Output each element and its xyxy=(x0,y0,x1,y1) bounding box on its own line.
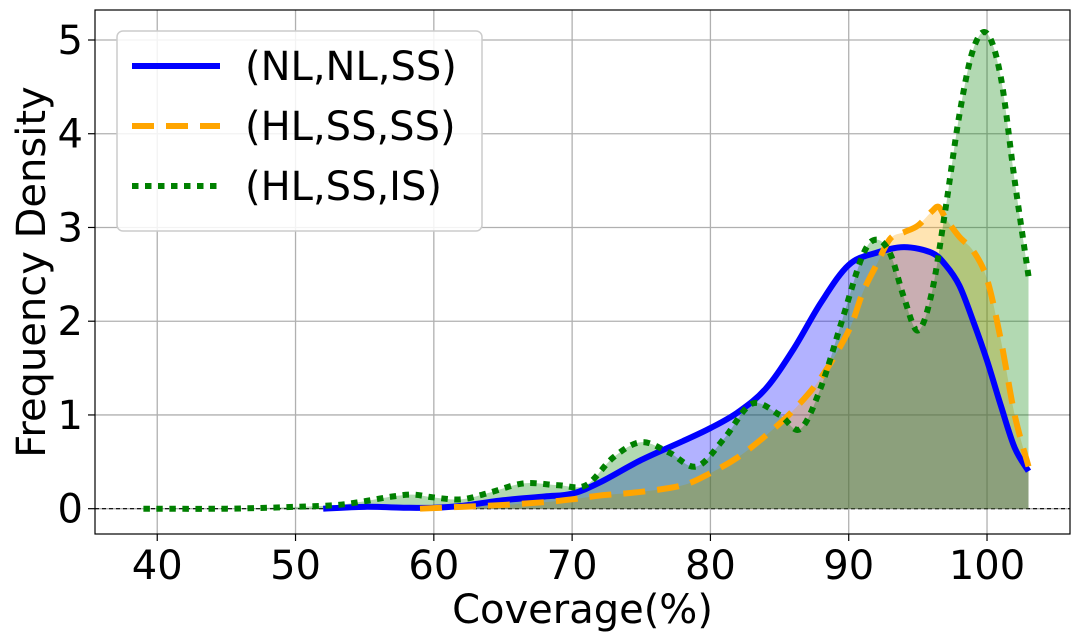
x-tick-label: 60 xyxy=(408,543,459,589)
area-fill-hl-ss-ss xyxy=(420,206,1029,509)
y-tick-label: 3 xyxy=(58,205,83,251)
legend-label-nl-nl-ss: (NL,NL,SS) xyxy=(245,44,457,90)
y-axis-title: Frequency Density xyxy=(9,86,55,457)
y-tick-label: 5 xyxy=(58,18,83,64)
legend-frame xyxy=(116,30,483,232)
y-tick-label: 2 xyxy=(58,299,83,345)
x-tick-label: 90 xyxy=(823,543,874,589)
x-tick-label: 70 xyxy=(547,543,598,589)
legend: (NL,NL,SS) (HL,SS,SS) (HL,SS,IS) xyxy=(116,30,483,232)
x-tick-label: 50 xyxy=(270,543,321,589)
plot-frame xyxy=(94,9,1071,535)
x-axis-title: Coverage(%) xyxy=(452,587,713,633)
series-line-hl-ss-ss xyxy=(419,203,1032,512)
y-tick-label: 0 xyxy=(58,487,83,533)
series-fills xyxy=(143,31,1029,509)
x-tick-label: 80 xyxy=(685,543,736,589)
legend-label-hl-ss-ss: (HL,SS,SS) xyxy=(245,104,456,150)
x-tick-label: 40 xyxy=(132,543,183,589)
area-fill-nl-nl-ss xyxy=(323,247,1029,509)
series-lines xyxy=(143,29,1032,512)
x-tick-label: 100 xyxy=(949,543,1025,589)
series-line-hl-ss-is xyxy=(143,29,1032,512)
axis-ticks: 40 50 60 70 80 90 100 0 1 2 3 4 5 xyxy=(58,18,1026,589)
y-tick-label: 4 xyxy=(58,112,83,158)
area-fill-hl-ss-is xyxy=(143,31,1029,509)
y-tick-label: 1 xyxy=(58,393,83,439)
legend-label-hl-ss-is: (HL,SS,IS) xyxy=(245,164,442,210)
